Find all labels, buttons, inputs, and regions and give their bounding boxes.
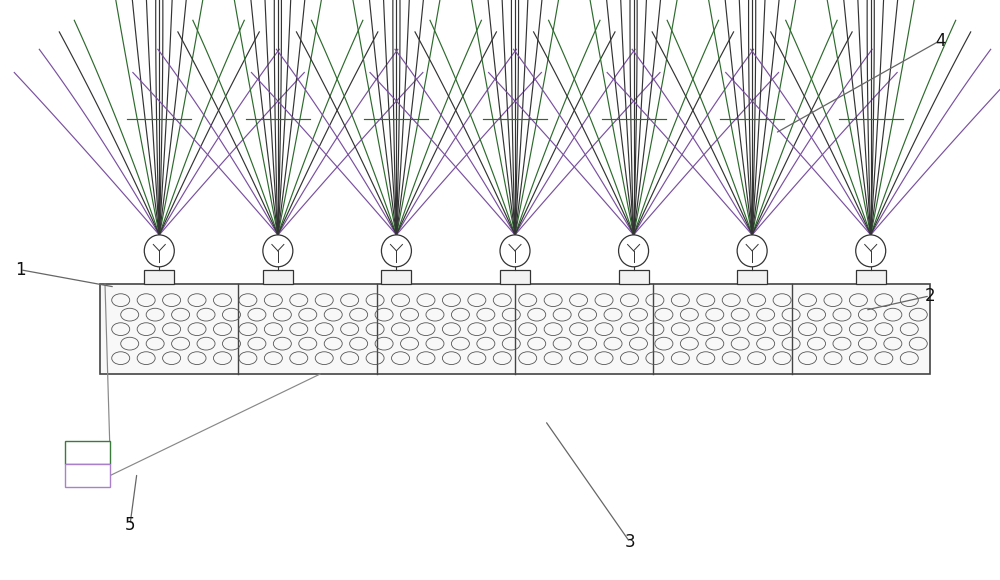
Text: 4: 4 (935, 31, 945, 50)
Ellipse shape (263, 235, 293, 267)
Bar (500, 270, 530, 284)
Bar (263, 270, 293, 284)
Text: 3: 3 (625, 533, 635, 552)
Bar (737, 270, 767, 284)
Bar (144, 270, 174, 284)
Ellipse shape (500, 235, 530, 267)
Bar (100, 284, 930, 374)
Text: 5: 5 (125, 516, 135, 534)
Ellipse shape (737, 235, 767, 267)
Bar (619, 270, 649, 284)
Bar (65, 441, 110, 464)
Ellipse shape (619, 235, 649, 267)
Text: 1: 1 (15, 260, 25, 279)
Ellipse shape (381, 235, 411, 267)
Bar (381, 270, 411, 284)
Ellipse shape (856, 235, 886, 267)
Bar (65, 464, 110, 487)
Ellipse shape (144, 235, 174, 267)
Bar (856, 270, 886, 284)
Text: 2: 2 (925, 287, 935, 305)
